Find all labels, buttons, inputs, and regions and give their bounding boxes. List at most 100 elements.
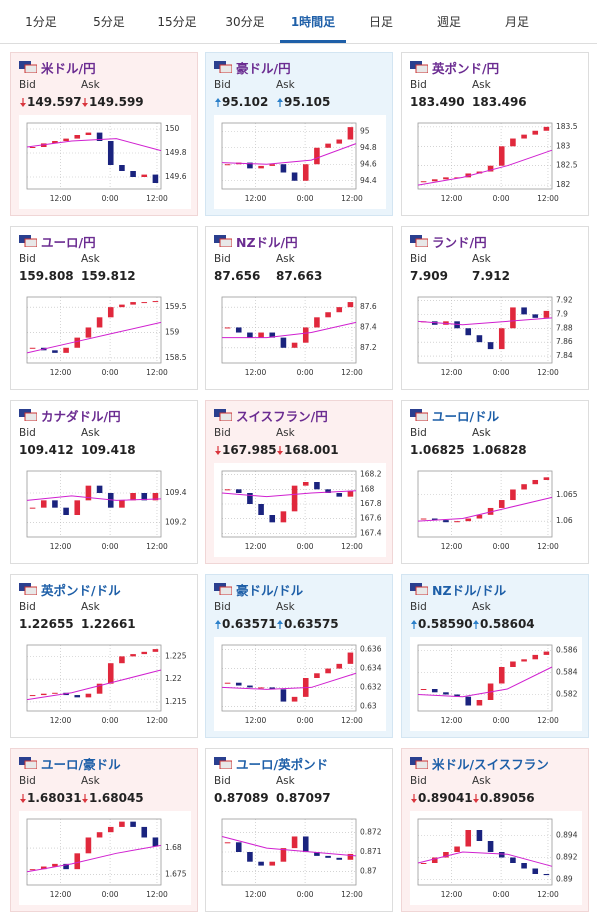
moving-average [26, 138, 162, 152]
flag-part [219, 586, 232, 595]
candle [247, 162, 253, 169]
candle [29, 869, 36, 871]
flag-icon [410, 583, 428, 595]
arrow-head [215, 619, 221, 624]
tab[interactable]: 5分足 [93, 15, 125, 29]
candle [543, 874, 550, 876]
rate-card[interactable]: NZドル/ドル Bid Ask 0.58590 0.58604 0.586 0.584 0.5… [401, 574, 589, 738]
tab[interactable]: 日足 [368, 15, 393, 29]
pair-name: 米ドル/円 [41, 61, 96, 76]
candle [291, 696, 298, 702]
candle [96, 317, 103, 328]
moving-average [222, 321, 357, 339]
bid-value-box: 183.490 [410, 95, 465, 109]
bid-value-box: 0.89041 [410, 791, 473, 805]
rate-card[interactable]: スイスフラン/円 Bid Ask 167.985 168.001 168.2 168 167.… [205, 400, 393, 564]
y-tick-label: 0.87 [360, 866, 377, 875]
candle [119, 656, 125, 664]
rate-card[interactable]: NZドル/円 Bid Ask 87.656 87.663 87.6 87.4 87.2 12:0… [205, 226, 393, 390]
arrow-head [20, 798, 26, 803]
ask-label: Ask [472, 775, 491, 787]
y-tick-label: 7.92 [556, 295, 573, 304]
rate-card[interactable]: カナダドル/円 Bid Ask 109.412 109.418 109.4 109.2 12:… [10, 400, 198, 564]
y-tick-label: 87.6 [360, 302, 377, 311]
tab[interactable]: 月足 [504, 15, 529, 29]
tab[interactable]: 1時間足 [280, 0, 346, 43]
candle [420, 181, 427, 183]
ask-label: Ask [81, 79, 100, 91]
tab[interactable]: 1分足 [25, 15, 57, 29]
rate-card[interactable]: ユーロ/円 Bid Ask 159.808 159.812 159.5 159 158.5 12… [10, 226, 198, 390]
rate-card[interactable]: 米ドル/スイスフラン Bid Ask 0.89041 0.89056 0.894 0.892… [401, 748, 589, 912]
x-tick-label: 12:00 [50, 194, 72, 203]
bid-label: Bid [214, 253, 231, 265]
candle [476, 514, 483, 519]
rate-card[interactable]: 豪ドル/円 Bid Ask 95.102 95.105 95 94.8 94.6 94.4 12:… [205, 52, 393, 216]
pair-name: 英ポンド/ドル [41, 583, 121, 598]
y-tick-label: 1.06 [556, 516, 573, 525]
rate-card[interactable]: ランド/円 Bid Ask 7.909 7.912 7.92 7.9 7.88 7.86 7.84… [401, 226, 589, 390]
y-tick-label: 1.065 [556, 490, 578, 499]
candle [152, 837, 159, 847]
candle [476, 335, 483, 343]
y-tick-label: 109.4 [165, 488, 187, 497]
moving-average [221, 672, 357, 690]
moving-average [26, 669, 162, 701]
candle [443, 520, 449, 523]
x-tick-label: 12:00 [441, 716, 463, 725]
chart-bg [214, 637, 386, 731]
bid-label: Bid [214, 775, 231, 787]
rate-card[interactable]: ユーロ/英ポンド Bid Ask 0.87089 0.87097 0.872 0.871 0.… [205, 748, 393, 912]
candle [291, 172, 298, 181]
y-tick-label: 168 [360, 484, 375, 493]
x-tick-label: 12:00 [341, 368, 363, 377]
ask-value: 149.599 [89, 95, 144, 109]
rate-card[interactable]: ユーロ/豪ドル Bid Ask 1.68031 1.68045 1.68 1.675 12:0… [10, 748, 198, 912]
candle [119, 165, 125, 171]
rate-card[interactable]: ユーロ/ドル Bid Ask 1.06825 1.06828 1.065 1.06 12:00… [401, 400, 589, 564]
candle [465, 696, 472, 706]
y-tick-label: 0.89 [556, 875, 573, 884]
mini-chart: 1.065 1.06 12:00 0:00 12:00 [410, 463, 582, 557]
ask-value: 1.06828 [472, 443, 527, 457]
candle [498, 667, 505, 684]
candle [431, 689, 438, 693]
rate-card[interactable]: 英ポンド/円 Bid Ask 183.490 183.496 183.5 183 182.5 1… [401, 52, 589, 216]
tab[interactable]: 週足 [436, 15, 461, 29]
candle [465, 830, 472, 847]
ask-value: 159.812 [81, 269, 136, 283]
trend-arrow [411, 793, 417, 803]
y-tick-label: 1.22 [165, 674, 182, 683]
rate-card[interactable]: 英ポンド/ドル Bid Ask 1.22655 1.22661 1.225 1.22 1.21… [10, 574, 198, 738]
x-tick-label: 12:00 [50, 542, 72, 551]
candle [40, 693, 47, 696]
rate-card[interactable]: 米ドル/円 Bid Ask 149.597 149.599 150 149.8 149.6 12… [10, 52, 198, 216]
x-tick-label: 0:00 [102, 194, 119, 203]
candle [63, 347, 69, 353]
x-tick-label: 12:00 [245, 890, 267, 899]
bid-value: 0.89041 [418, 791, 473, 805]
candle [443, 852, 449, 858]
x-tick-label: 0:00 [102, 368, 119, 377]
pair-name: ランド/円 [432, 235, 487, 250]
flag-icon [19, 583, 37, 595]
tab[interactable]: 30分足 [225, 15, 265, 29]
candle [314, 482, 320, 490]
ask-value: 87.663 [276, 269, 323, 283]
candle [476, 830, 483, 841]
bid-label: Bid [19, 79, 36, 91]
y-tick-label: 183 [556, 141, 571, 150]
candle [258, 165, 264, 169]
tab[interactable]: 15分足 [157, 15, 197, 29]
candle [52, 350, 58, 353]
candle [119, 304, 125, 308]
candle [454, 521, 460, 523]
tab-bar: 1分足 5分足 15分足 30分足 1時間足 日足 週足 月足 [0, 0, 597, 44]
bid-value: 0.63571 [222, 617, 277, 631]
rate-card[interactable]: 豪ドル/ドル Bid Ask 0.63571 0.63575 0.636 0.634 0.63… [205, 574, 393, 738]
candle [498, 328, 505, 350]
candle [510, 307, 516, 329]
candle [63, 863, 69, 870]
y-tick-label: 167.8 [360, 499, 382, 508]
candle [107, 493, 114, 508]
